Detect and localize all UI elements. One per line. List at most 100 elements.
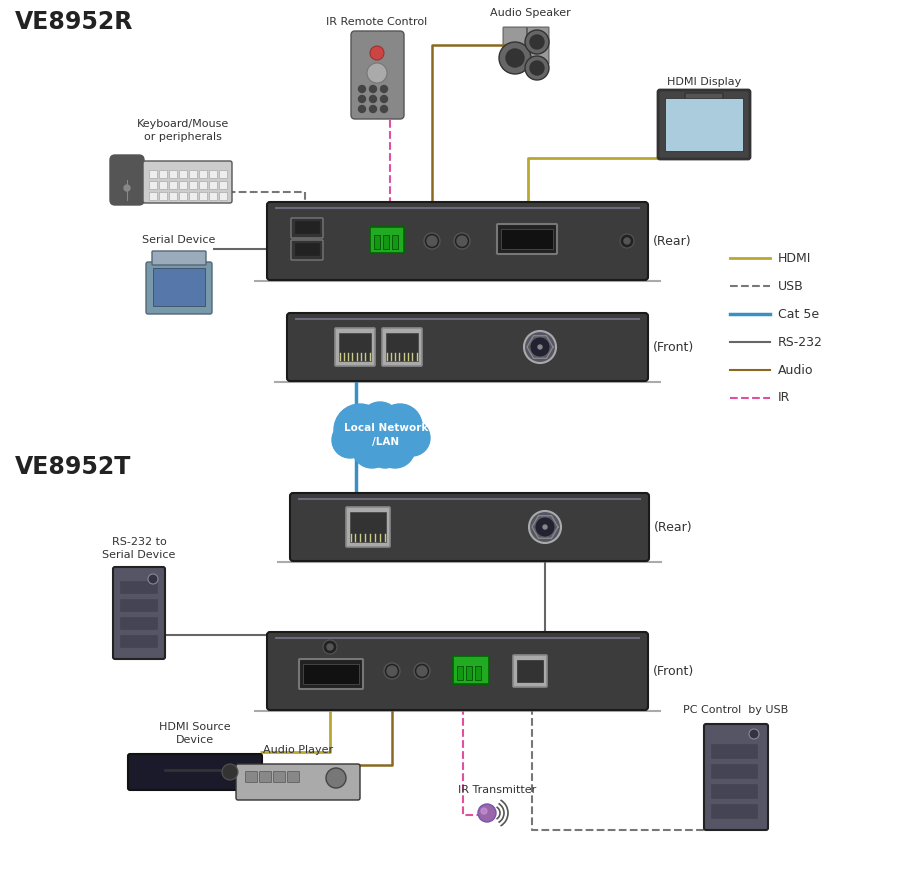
FancyBboxPatch shape: [180, 193, 187, 201]
Circle shape: [394, 420, 430, 456]
Text: (Rear): (Rear): [654, 520, 692, 534]
Circle shape: [222, 764, 238, 780]
FancyBboxPatch shape: [704, 724, 768, 830]
Circle shape: [457, 236, 467, 246]
FancyBboxPatch shape: [160, 193, 168, 201]
FancyBboxPatch shape: [392, 235, 398, 249]
Circle shape: [499, 42, 531, 74]
FancyBboxPatch shape: [200, 193, 207, 201]
Text: RS-232 to
Serial Device: RS-232 to Serial Device: [103, 537, 176, 560]
FancyBboxPatch shape: [453, 656, 489, 684]
Circle shape: [414, 663, 430, 679]
Text: Serial Device: Serial Device: [142, 235, 215, 245]
FancyBboxPatch shape: [295, 243, 319, 255]
Text: Audio Player: Audio Player: [263, 745, 333, 755]
FancyBboxPatch shape: [180, 170, 187, 178]
FancyBboxPatch shape: [295, 221, 319, 233]
Circle shape: [481, 808, 487, 814]
Text: VE8952T: VE8952T: [15, 455, 131, 479]
FancyBboxPatch shape: [160, 170, 168, 178]
Circle shape: [525, 56, 549, 80]
FancyBboxPatch shape: [273, 772, 285, 782]
Circle shape: [543, 525, 547, 529]
Circle shape: [417, 666, 427, 676]
Circle shape: [334, 404, 386, 456]
Circle shape: [524, 331, 556, 363]
FancyBboxPatch shape: [200, 170, 207, 178]
Circle shape: [530, 61, 544, 75]
Circle shape: [427, 236, 437, 246]
Text: PC Control  by USB: PC Control by USB: [683, 705, 789, 715]
Circle shape: [326, 768, 346, 788]
FancyBboxPatch shape: [346, 507, 390, 547]
FancyBboxPatch shape: [291, 240, 323, 260]
Circle shape: [124, 185, 130, 191]
FancyBboxPatch shape: [128, 754, 262, 790]
Circle shape: [538, 345, 542, 349]
Circle shape: [478, 804, 496, 822]
Circle shape: [535, 517, 555, 537]
Text: HDMI Source
Device: HDMI Source Device: [160, 722, 231, 745]
FancyBboxPatch shape: [291, 218, 323, 238]
Circle shape: [375, 428, 415, 468]
FancyBboxPatch shape: [466, 666, 472, 680]
Circle shape: [424, 233, 440, 249]
FancyBboxPatch shape: [120, 582, 158, 593]
Text: (Front): (Front): [653, 340, 694, 353]
Text: RS-232: RS-232: [778, 336, 823, 348]
FancyBboxPatch shape: [299, 659, 363, 689]
FancyBboxPatch shape: [170, 170, 178, 178]
FancyBboxPatch shape: [120, 636, 158, 647]
FancyBboxPatch shape: [513, 655, 547, 687]
Text: Keyboard/Mouse
or peripherals: Keyboard/Mouse or peripherals: [137, 119, 229, 142]
FancyBboxPatch shape: [153, 268, 205, 306]
FancyBboxPatch shape: [475, 666, 481, 680]
FancyBboxPatch shape: [335, 328, 375, 366]
FancyBboxPatch shape: [374, 235, 380, 249]
Circle shape: [454, 233, 470, 249]
FancyBboxPatch shape: [290, 493, 649, 561]
FancyBboxPatch shape: [190, 181, 197, 189]
FancyBboxPatch shape: [527, 27, 549, 64]
Text: Audio Speaker: Audio Speaker: [490, 8, 570, 18]
Circle shape: [370, 96, 377, 102]
Circle shape: [530, 337, 550, 357]
FancyBboxPatch shape: [219, 193, 227, 201]
FancyBboxPatch shape: [113, 567, 165, 659]
FancyBboxPatch shape: [180, 181, 187, 189]
FancyBboxPatch shape: [149, 193, 158, 201]
Circle shape: [148, 574, 158, 584]
Text: Local Network
/LAN: Local Network /LAN: [344, 424, 428, 447]
FancyBboxPatch shape: [190, 170, 197, 178]
FancyBboxPatch shape: [267, 632, 648, 710]
Circle shape: [359, 85, 366, 92]
FancyBboxPatch shape: [190, 193, 197, 201]
FancyBboxPatch shape: [685, 93, 723, 103]
Circle shape: [381, 106, 388, 113]
FancyBboxPatch shape: [146, 262, 212, 314]
Text: IR Remote Control: IR Remote Control: [326, 17, 427, 27]
Circle shape: [530, 35, 544, 49]
Text: (Rear): (Rear): [653, 234, 691, 248]
Circle shape: [384, 663, 400, 679]
FancyBboxPatch shape: [497, 224, 557, 254]
Circle shape: [327, 644, 333, 650]
Text: Cat 5e: Cat 5e: [778, 307, 819, 321]
FancyBboxPatch shape: [370, 227, 404, 253]
Circle shape: [506, 49, 524, 67]
Circle shape: [525, 30, 549, 54]
FancyBboxPatch shape: [149, 170, 158, 178]
FancyBboxPatch shape: [209, 181, 217, 189]
FancyBboxPatch shape: [712, 784, 757, 798]
Text: (Front): (Front): [653, 664, 694, 678]
FancyBboxPatch shape: [152, 251, 206, 265]
FancyBboxPatch shape: [712, 744, 757, 758]
Circle shape: [370, 106, 377, 113]
FancyBboxPatch shape: [503, 27, 527, 69]
Circle shape: [352, 428, 392, 468]
Text: HDMI: HDMI: [778, 251, 812, 265]
Circle shape: [359, 106, 366, 113]
Circle shape: [367, 63, 387, 83]
FancyBboxPatch shape: [712, 805, 757, 819]
Circle shape: [370, 46, 384, 60]
